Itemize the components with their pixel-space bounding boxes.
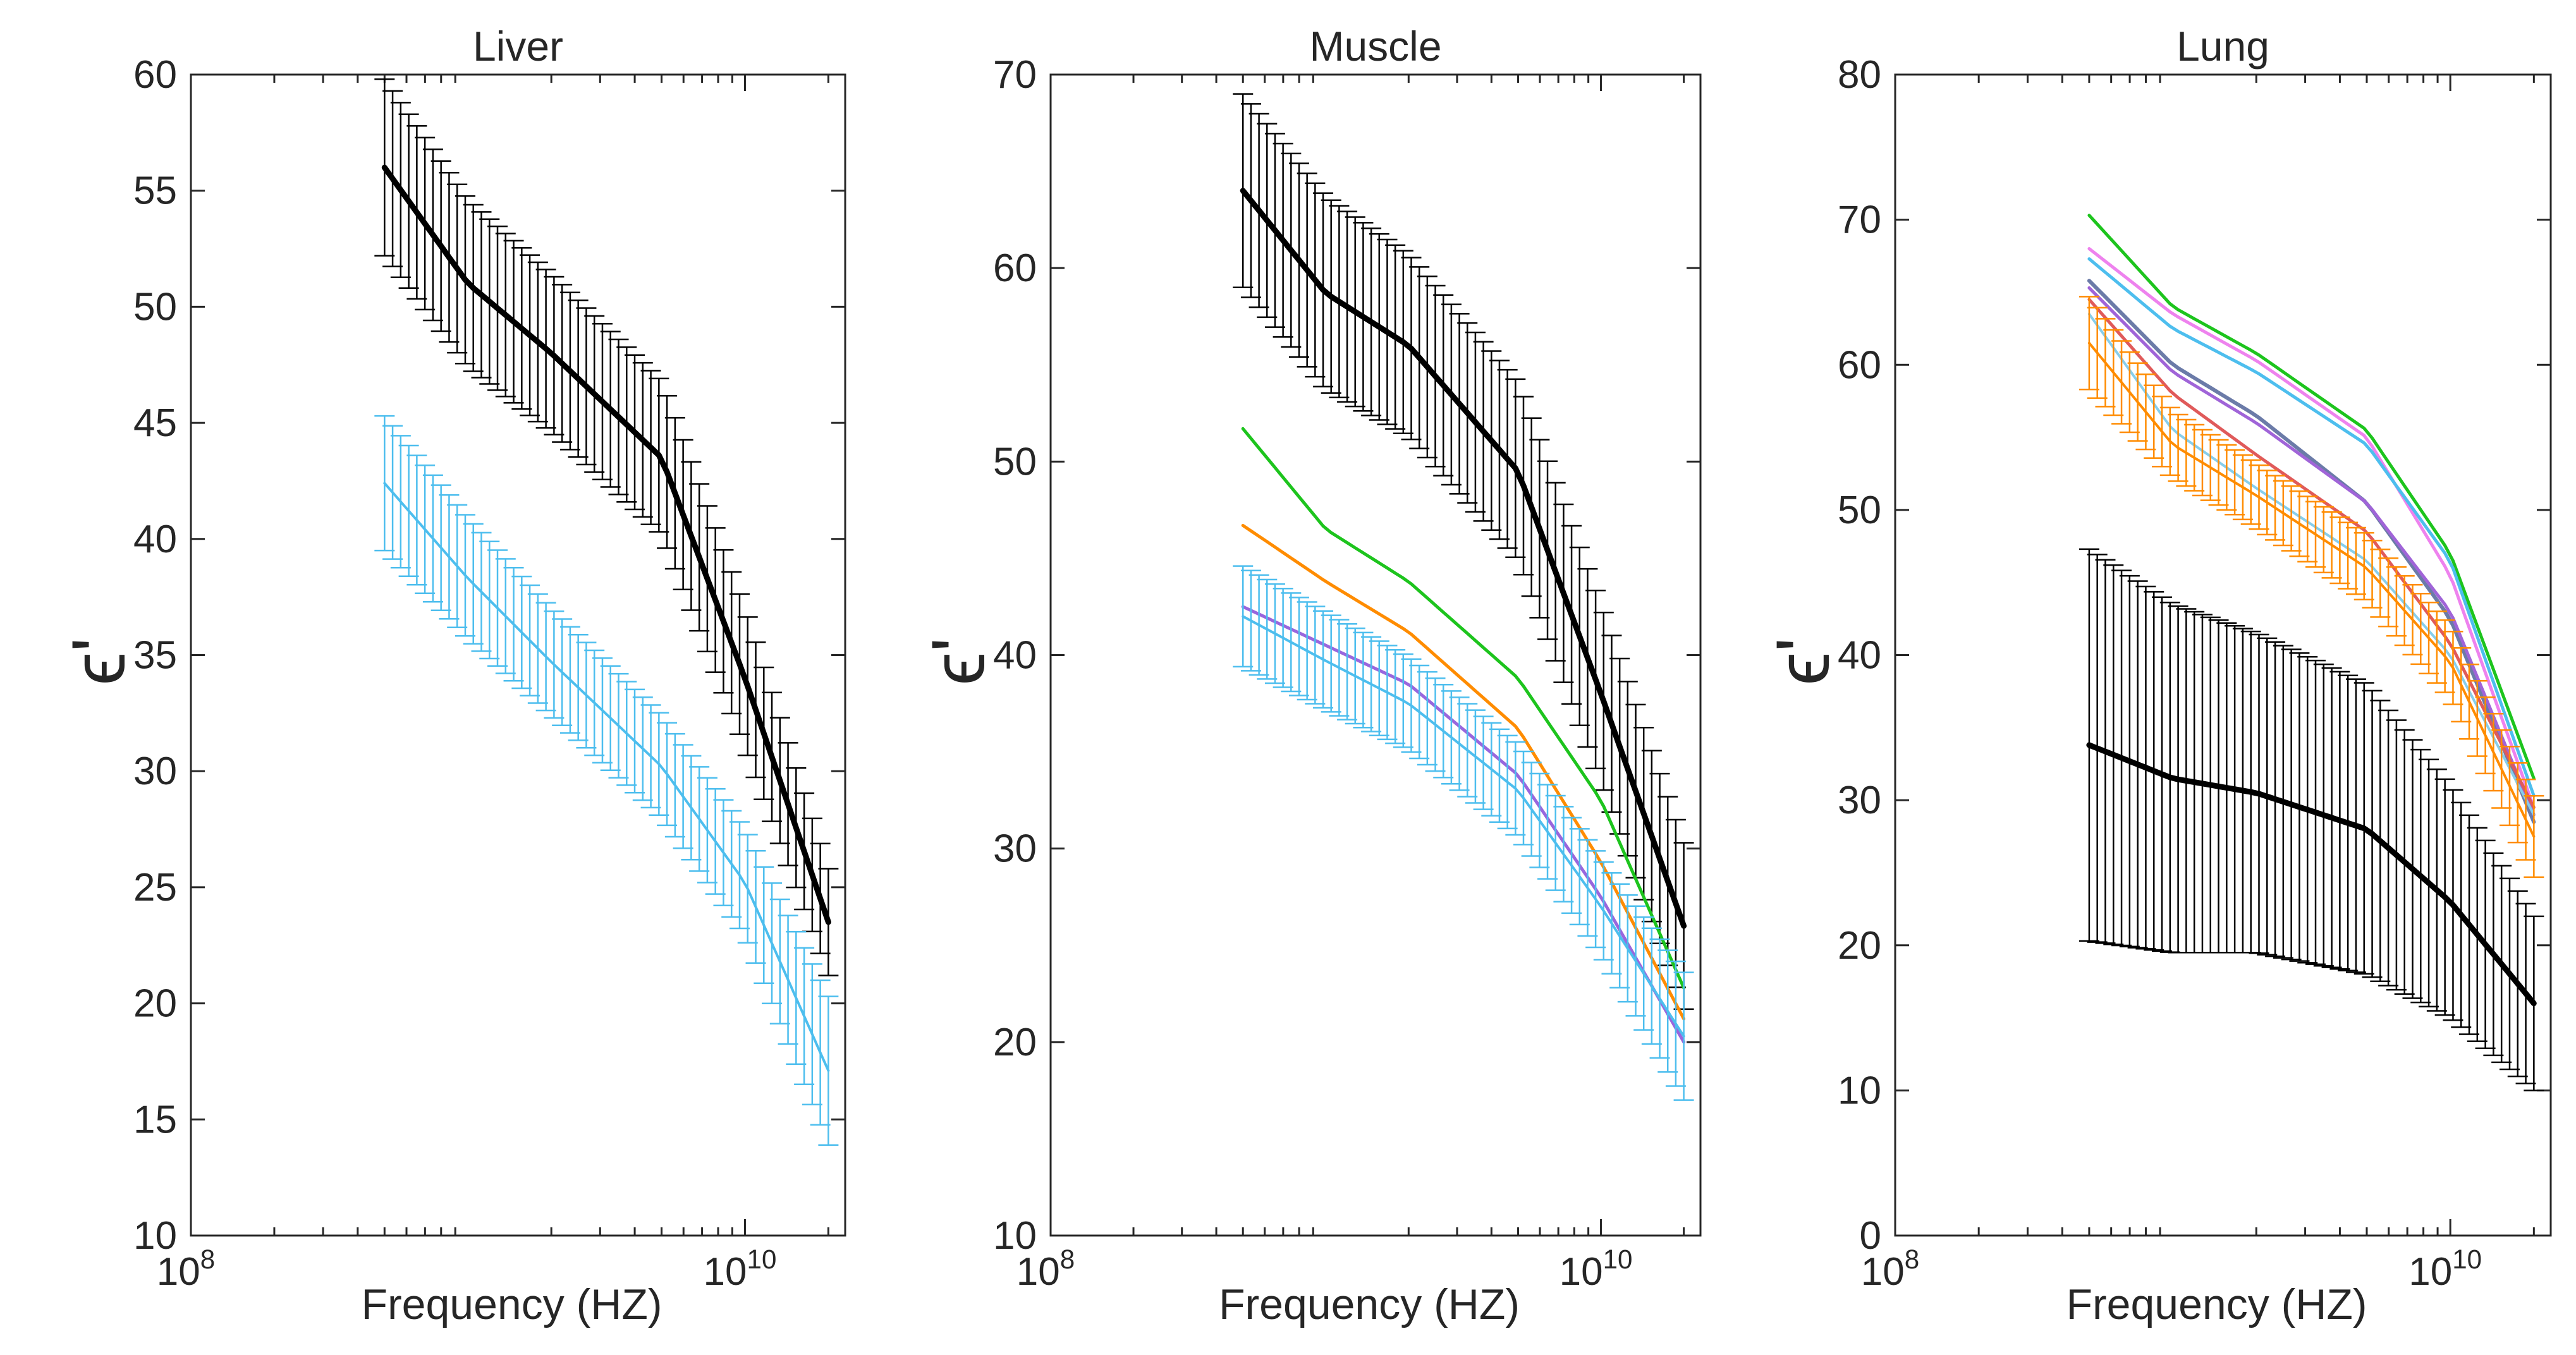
- y-tick-label: 10: [133, 1214, 177, 1258]
- y-tick-label: 0: [1860, 1214, 1881, 1258]
- x-tick-label: 108: [1016, 1244, 1075, 1294]
- series-3: [2087, 247, 2536, 810]
- y-tick-label: 20: [993, 1021, 1037, 1064]
- series-line: [1240, 188, 1687, 929]
- chart-panel-lung: 0 10 20 30 40 50 60 70 80 108 1010 Lung Frequency (H…: [1761, 23, 2552, 1328]
- y-tick-label: 25: [133, 866, 177, 909]
- series-line: [2087, 298, 2536, 810]
- x-tick-label: 1010: [704, 1244, 777, 1294]
- series-2: [1241, 427, 1686, 990]
- chart-title: Lung: [2176, 23, 2269, 70]
- series-1: [2079, 548, 2544, 1091]
- y-axis-label: ϵ': [916, 638, 1001, 686]
- y-tick-label: 40: [993, 634, 1037, 678]
- series-line: [2087, 341, 2536, 838]
- x-axis-label: Frequency (HZ): [2066, 1280, 2367, 1328]
- series-5: [2087, 279, 2536, 824]
- x-tick-label: 108: [1861, 1244, 1919, 1294]
- series-line: [1241, 605, 1686, 1044]
- y-tick-label: 20: [133, 982, 177, 1026]
- y-tick-label: 55: [133, 169, 177, 213]
- series-5: [1233, 565, 1694, 1101]
- chart-title: Muscle: [1309, 23, 1441, 70]
- series-line: [2087, 214, 2536, 781]
- x-axis-label: Frequency (HZ): [361, 1280, 662, 1328]
- y-tick-label: 60: [1838, 343, 1881, 387]
- series-line: [2087, 286, 2536, 817]
- series-7: [2087, 298, 2536, 810]
- series-9: [2079, 296, 2544, 878]
- series-line: [2087, 257, 2536, 798]
- series-line: [383, 482, 830, 1072]
- y-tick-label: 60: [133, 53, 177, 97]
- series-line: [1241, 427, 1686, 990]
- series-line: [2087, 247, 2536, 810]
- y-tick-label: 30: [993, 827, 1037, 871]
- y-tick-label: 80: [1838, 53, 1881, 97]
- y-axis-label: ϵ': [56, 638, 141, 686]
- series-2: [2087, 214, 2536, 781]
- x-axis-label: Frequency (HZ): [1219, 1280, 1520, 1328]
- y-axis-label: ϵ': [1761, 638, 1845, 686]
- series-2: [374, 415, 839, 1146]
- y-tick-label: 40: [1838, 634, 1881, 678]
- y-tick-label: 10: [1838, 1069, 1881, 1112]
- chart-panel-liver: 10 15 20 25 30 35 40 45 50 55 60 108 1010 Liver Freque…: [56, 23, 846, 1328]
- series-line: [2087, 279, 2536, 824]
- y-tick-label: 50: [993, 440, 1037, 483]
- series-4: [1241, 605, 1686, 1044]
- x-tick-label: 1010: [2408, 1244, 2482, 1294]
- series-3: [1241, 523, 1686, 1021]
- y-tick-label: 45: [133, 401, 177, 445]
- series-line: [1242, 615, 1685, 1038]
- y-tick-label: 30: [133, 750, 177, 793]
- x-tick-label: 1010: [1560, 1244, 1633, 1294]
- y-tick-label: 50: [1838, 489, 1881, 532]
- series-4: [2087, 257, 2536, 798]
- y-tick-label: 40: [133, 518, 177, 561]
- y-tick-label: 60: [993, 246, 1037, 290]
- y-tick-label: 15: [133, 1098, 177, 1141]
- series-8: [2087, 312, 2536, 817]
- x-tick-label: 108: [157, 1244, 215, 1294]
- y-tick-label: 20: [1838, 924, 1881, 968]
- series-line: [2086, 742, 2537, 1007]
- chart-panel-muscle: 10 20 30 40 50 60 70 108 1010 Muscle Frequency (HZ…: [916, 23, 1702, 1328]
- y-tick-label: 10: [993, 1214, 1037, 1258]
- y-tick-label: 50: [133, 285, 177, 329]
- series-1: [1233, 93, 1694, 1011]
- y-tick-label: 35: [133, 634, 177, 678]
- series-line: [381, 164, 831, 925]
- series-1: [374, 78, 839, 976]
- series-line: [2087, 312, 2536, 817]
- y-tick-label: 30: [1838, 779, 1881, 822]
- series-6: [2087, 286, 2536, 817]
- chart-title: Liver: [473, 23, 563, 70]
- y-tick-label: 70: [1838, 198, 1881, 242]
- series-line: [1241, 523, 1686, 1021]
- y-tick-label: 70: [993, 53, 1037, 97]
